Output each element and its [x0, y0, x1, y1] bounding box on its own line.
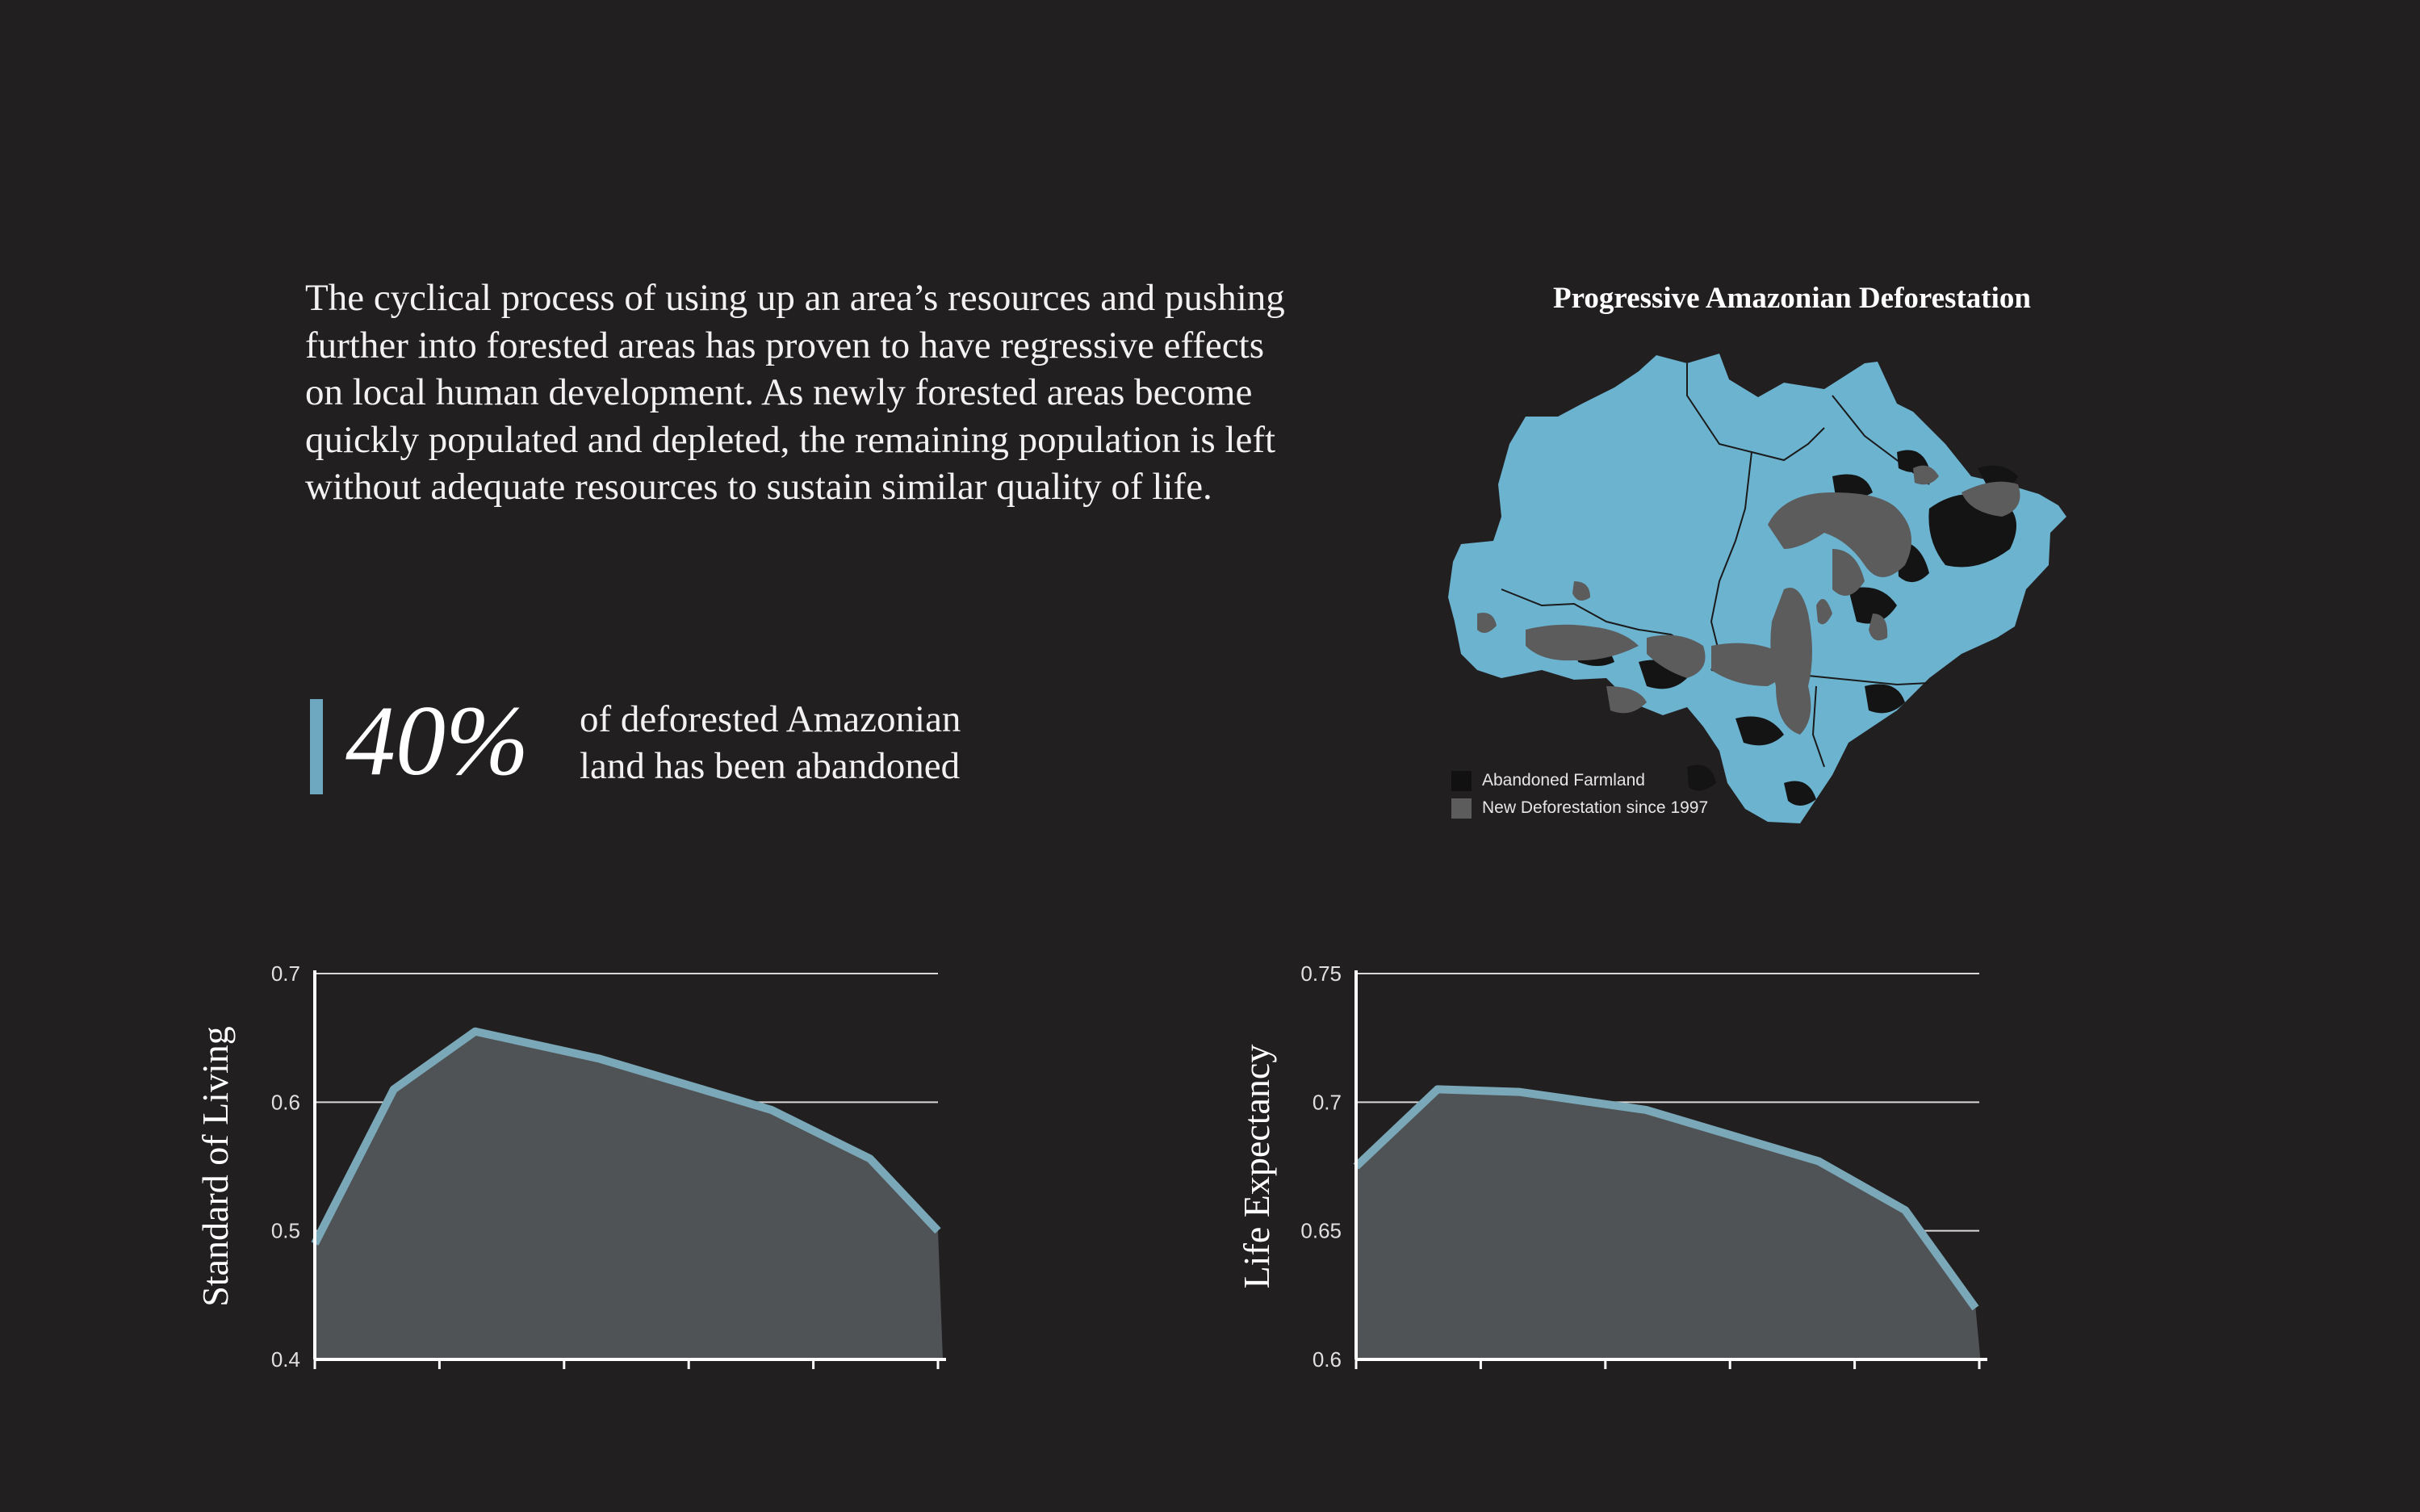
y-tick-label: 0.75	[1300, 961, 1342, 986]
amazon-deforestation-map	[1445, 347, 2155, 848]
y-tick-label: 0.7	[271, 961, 300, 986]
stat-accent-bar	[310, 699, 323, 794]
map-new-deforestation	[1477, 465, 2020, 735]
life-expectancy-chart: 0.75 0.7 0.65 0.6 Life Expectancy	[1219, 953, 2123, 1388]
y-axis-label: Life Expectancy	[1236, 1045, 1277, 1289]
y-tick-label: 0.6	[1313, 1347, 1342, 1372]
y-tick-label: 0.65	[1300, 1219, 1342, 1243]
y-tick-label: 0.7	[1313, 1090, 1342, 1114]
stat-value: 40%	[345, 685, 530, 796]
stat-caption-line-1: of deforested Amazonian	[580, 698, 961, 740]
stat-caption: of deforested Amazonian land has been ab…	[580, 696, 1032, 790]
series-area	[1356, 1089, 1981, 1359]
legend-item-abandoned: Abandoned Farmland	[1451, 767, 1708, 794]
standard-of-living-chart-svg: 0.7 0.6 0.5 0.4 Standard of Living	[195, 961, 946, 1372]
stat-caption-line-2: land has been abandoned	[580, 745, 961, 787]
intro-paragraph: The cyclical process of using up an area…	[305, 277, 1285, 508]
series-line	[1353, 1085, 1979, 1311]
legend-label-deforestation: New Deforestation since 1997	[1482, 798, 1709, 817]
life-expectancy-chart-svg: 0.75 0.7 0.65 0.6 Life Expectancy	[1236, 961, 1987, 1372]
map-legend: Abandoned Farmland New Deforestation sin…	[1451, 767, 1708, 822]
series-line	[311, 1027, 941, 1246]
y-tick-label: 0.5	[271, 1219, 300, 1243]
legend-swatch-deforestation	[1451, 798, 1472, 819]
map-land	[1448, 354, 2066, 823]
standard-of-living-chart: 0.7 0.6 0.5 0.4 Standard of Living	[178, 953, 1082, 1388]
y-tick-label: 0.6	[271, 1090, 300, 1114]
legend-item-deforestation: New Deforestation since 1997	[1451, 794, 1708, 822]
series-area	[315, 1031, 943, 1359]
legend-swatch-abandoned	[1451, 770, 1472, 791]
y-axis-label: Standard of Living	[195, 1026, 236, 1307]
y-tick-label: 0.4	[271, 1347, 300, 1372]
map-title: Progressive Amazonian Deforestation	[1553, 282, 2031, 315]
legend-label-abandoned: Abandoned Farmland	[1482, 771, 1645, 790]
